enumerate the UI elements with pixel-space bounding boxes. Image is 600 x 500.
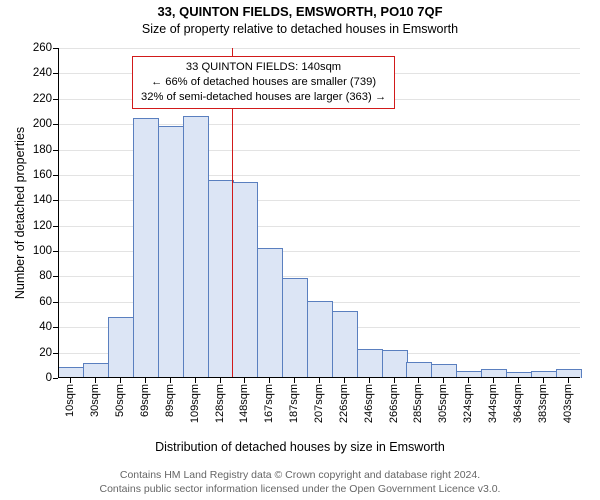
x-tick-mark (170, 378, 171, 383)
x-tick-label: 207sqm (313, 384, 325, 423)
x-tick-mark (493, 378, 494, 383)
x-tick-label: 383sqm (537, 384, 549, 423)
x-tick-label: 246sqm (363, 384, 375, 423)
x-tick-label: 89sqm (164, 384, 176, 417)
x-tick-mark (443, 378, 444, 383)
x-tick-mark (120, 378, 121, 383)
x-tick-mark (195, 378, 196, 383)
x-tick-mark (70, 378, 71, 383)
x-tick-label: 167sqm (263, 384, 275, 423)
x-tick-label: 364sqm (512, 384, 524, 423)
y-axis-label-text: Number of detached properties (13, 127, 27, 299)
x-tick-label: 187sqm (288, 384, 300, 423)
x-tick-label: 69sqm (139, 384, 151, 417)
x-axis-label: Distribution of detached houses by size … (0, 440, 600, 454)
x-tick-label: 403sqm (562, 384, 574, 423)
x-tick-label: 285sqm (412, 384, 424, 423)
y-tick-label: 180 (33, 144, 58, 156)
x-tick-label: 50sqm (114, 384, 126, 417)
y-tick-label: 120 (33, 220, 58, 232)
y-tick-label: 200 (33, 118, 58, 130)
y-tick-label: 80 (39, 270, 58, 282)
x-tick-label: 324sqm (462, 384, 474, 423)
histogram-plot: 02040608010012014016018020022024026010sq… (58, 48, 580, 378)
x-tick-mark (294, 378, 295, 383)
x-tick-label: 226sqm (338, 384, 350, 423)
x-tick-label: 266sqm (388, 384, 400, 423)
y-tick-label: 260 (33, 42, 58, 54)
x-tick-mark (418, 378, 419, 383)
x-tick-mark (269, 378, 270, 383)
footer-line-1: Contains HM Land Registry data © Crown c… (0, 468, 600, 482)
x-tick-mark (518, 378, 519, 383)
y-tick-label: 100 (33, 245, 58, 257)
x-tick-mark (468, 378, 469, 383)
x-tick-label: 10sqm (64, 384, 76, 417)
x-tick-mark (568, 378, 569, 383)
page-subtitle: Size of property relative to detached ho… (0, 19, 600, 38)
x-tick-mark (244, 378, 245, 383)
y-tick-label: 40 (39, 321, 58, 333)
y-tick-label: 220 (33, 93, 58, 105)
x-tick-mark (369, 378, 370, 383)
x-tick-mark (394, 378, 395, 383)
x-tick-label: 128sqm (214, 384, 226, 423)
y-tick-label: 160 (33, 169, 58, 181)
footer-line-2: Contains public sector information licen… (0, 482, 600, 496)
x-tick-mark (95, 378, 96, 383)
y-tick-label: 20 (39, 347, 58, 359)
x-tick-label: 305sqm (437, 384, 449, 423)
x-tick-mark (220, 378, 221, 383)
page-title: 33, QUINTON FIELDS, EMSWORTH, PO10 7QF (0, 0, 600, 19)
y-tick-label: 140 (33, 194, 58, 206)
x-tick-mark (543, 378, 544, 383)
y-tick-label: 60 (39, 296, 58, 308)
x-tick-label: 344sqm (487, 384, 499, 423)
x-tick-mark (344, 378, 345, 383)
x-tick-label: 148sqm (238, 384, 250, 423)
y-tick-label: 0 (46, 372, 58, 384)
y-tick-label: 240 (33, 67, 58, 79)
x-tick-mark (319, 378, 320, 383)
x-tick-label: 30sqm (89, 384, 101, 417)
x-tick-label: 109sqm (189, 384, 201, 423)
footer-attribution: Contains HM Land Registry data © Crown c… (0, 468, 600, 496)
plot-frame (58, 48, 580, 378)
y-axis-label: Number of detached properties (12, 48, 28, 378)
x-tick-mark (145, 378, 146, 383)
